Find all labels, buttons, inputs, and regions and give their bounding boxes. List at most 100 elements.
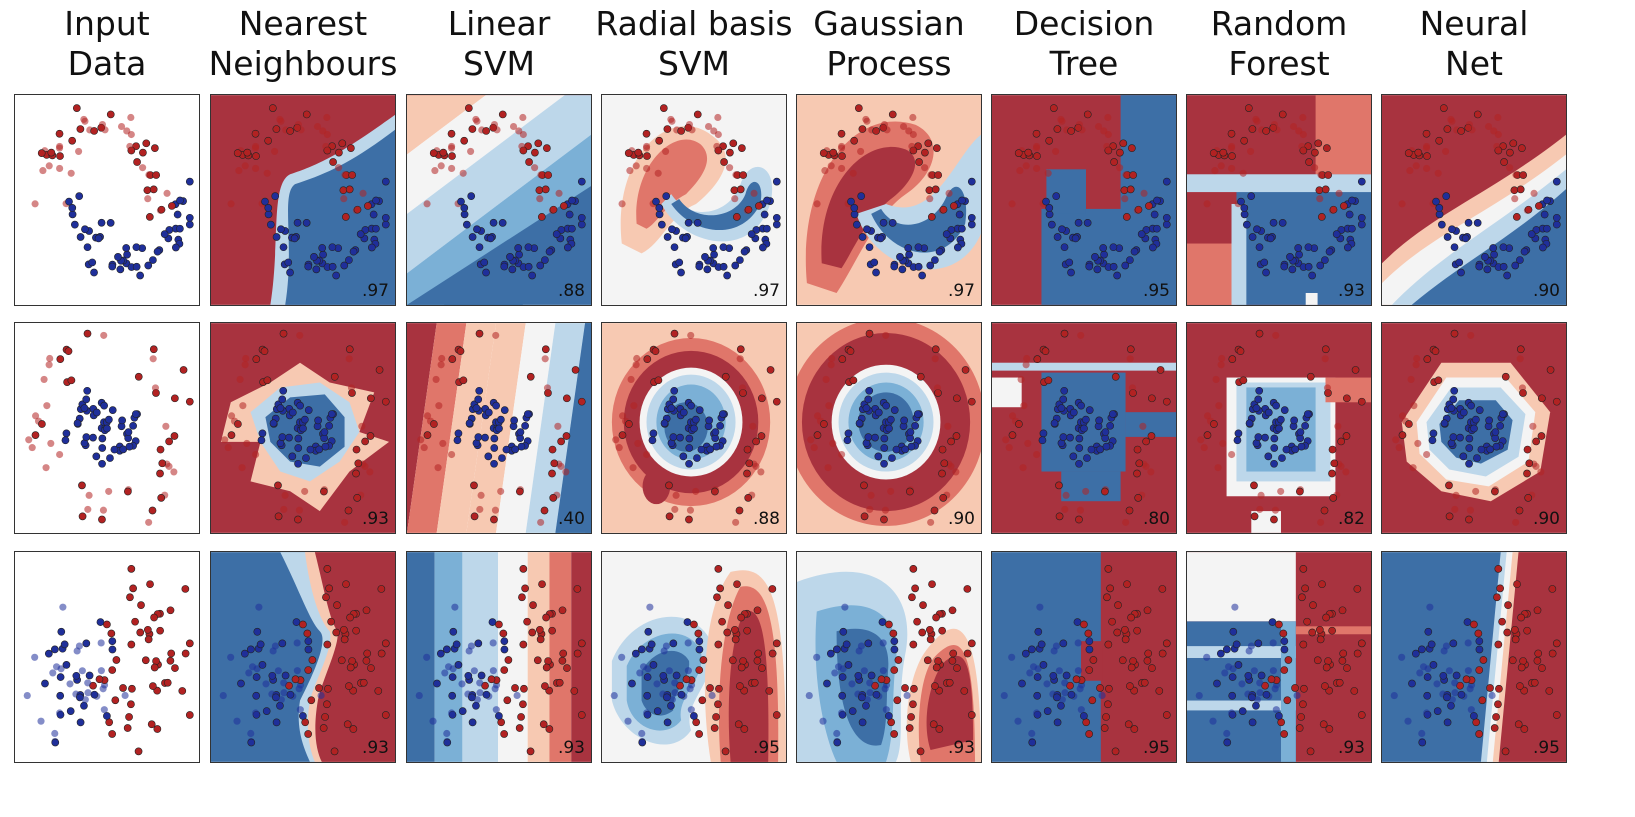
point-class-red [1041,347,1050,355]
point-class-blue [276,701,284,710]
point-class-blue [942,230,951,238]
point-class-blue [1439,671,1448,680]
point-class-red [1465,515,1473,524]
point-class-blue [685,459,693,468]
point-class-red [477,491,485,499]
point-class-red [1219,439,1227,447]
point-class-red [150,613,158,622]
point-class-blue [97,218,106,227]
point-class-red [562,432,571,440]
point-class-red [1133,626,1141,635]
point-class-blue [881,685,889,693]
classifier-panel: .93 [1186,551,1372,763]
point-class-blue [288,408,297,417]
point-class-red [127,564,136,573]
point-class-red [1250,512,1259,521]
point-class-red [1467,331,1475,339]
point-class-blue [296,706,304,714]
point-class-blue [1418,645,1426,654]
point-class-blue [304,645,313,654]
point-class-blue [1126,256,1134,264]
point-class-blue [506,253,514,261]
accuracy-score: .95 [1532,738,1560,758]
classifier-panel: .93 [210,322,396,534]
point-class-red [548,626,556,635]
point-class-blue [1443,718,1452,727]
point-class-red [1162,711,1171,719]
point-class-red [352,445,361,454]
point-class-blue [918,271,926,280]
point-class-red [322,593,330,602]
point-class-blue [508,265,517,274]
point-class-red [296,331,304,339]
point-class-blue [279,243,288,252]
point-class-blue [1459,408,1468,417]
point-class-blue [1277,415,1285,424]
point-class-red [381,639,390,648]
column-header: Linear SVM [399,4,599,84]
point-class-blue [953,243,962,252]
point-class-red [126,142,134,150]
point-class-blue [317,691,325,700]
point-class-red [1434,169,1442,177]
point-class-red [354,459,363,468]
point-class-red [1088,696,1097,705]
point-class-red [260,347,269,355]
point-class-red [516,487,524,496]
point-class-blue [667,404,676,412]
point-class-blue [1074,218,1083,227]
point-class-blue [1288,265,1297,274]
point-class-red [31,200,39,208]
point-class-blue [701,253,709,261]
point-class-red [1024,148,1033,157]
point-class-blue [841,603,849,611]
point-class-red [127,640,136,649]
point-class-red [1434,376,1443,385]
point-class-red [1472,487,1480,495]
point-class-red [714,113,722,122]
point-class-red [359,189,367,197]
point-class-red [119,684,127,692]
point-class-blue [88,258,97,267]
point-class-red [319,724,328,732]
point-class-blue [1357,177,1366,186]
point-class-blue [1466,685,1474,693]
point-class-red [1061,505,1069,513]
point-class-blue [1423,691,1432,700]
point-class-blue [1272,401,1280,410]
point-class-red [1409,464,1417,472]
input-data-panel [14,94,200,306]
point-class-red [1032,129,1041,138]
point-class-blue [669,433,678,441]
point-class-blue [668,225,676,234]
point-class-red [1340,202,1348,210]
point-class-red [1513,580,1521,589]
point-class-red [672,491,680,499]
column-header-line: Gaussian [813,4,965,43]
point-class-red [1524,493,1533,502]
point-class-red [740,725,749,733]
point-class-red [252,152,260,160]
point-class-blue [1074,667,1082,675]
point-class-red [1538,664,1546,672]
point-class-blue [1433,707,1442,715]
point-class-blue [864,639,873,648]
point-class-red [1516,682,1524,690]
point-class-blue [1264,452,1273,461]
point-class-blue [892,445,901,454]
point-class-blue [340,261,349,270]
point-class-blue [1238,680,1246,688]
point-class-red [429,149,438,157]
point-class-red [1423,164,1431,173]
column-header: Decision Tree [984,4,1184,84]
point-class-blue [257,436,266,445]
point-class-red [308,656,317,664]
point-class-red [731,635,740,644]
point-class-red [185,711,194,719]
point-class-red [291,675,300,684]
point-class-red [1493,593,1501,602]
point-class-blue [98,459,106,468]
point-class-blue [1095,416,1103,425]
point-class-blue [647,640,656,649]
point-class-red [632,361,640,369]
